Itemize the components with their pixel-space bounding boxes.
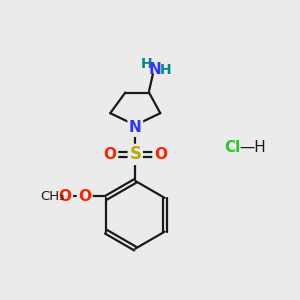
Text: CH₃: CH₃ [40, 190, 64, 203]
Text: N: N [148, 62, 161, 77]
Text: O: O [154, 147, 167, 162]
Text: H: H [160, 63, 172, 77]
Text: —H: —H [240, 140, 266, 154]
Text: N: N [129, 120, 142, 135]
Text: O: O [58, 189, 71, 204]
Text: S: S [129, 146, 141, 164]
Text: H: H [140, 57, 152, 71]
Text: O: O [78, 189, 91, 204]
Text: Cl: Cl [224, 140, 241, 154]
Text: O: O [104, 147, 117, 162]
